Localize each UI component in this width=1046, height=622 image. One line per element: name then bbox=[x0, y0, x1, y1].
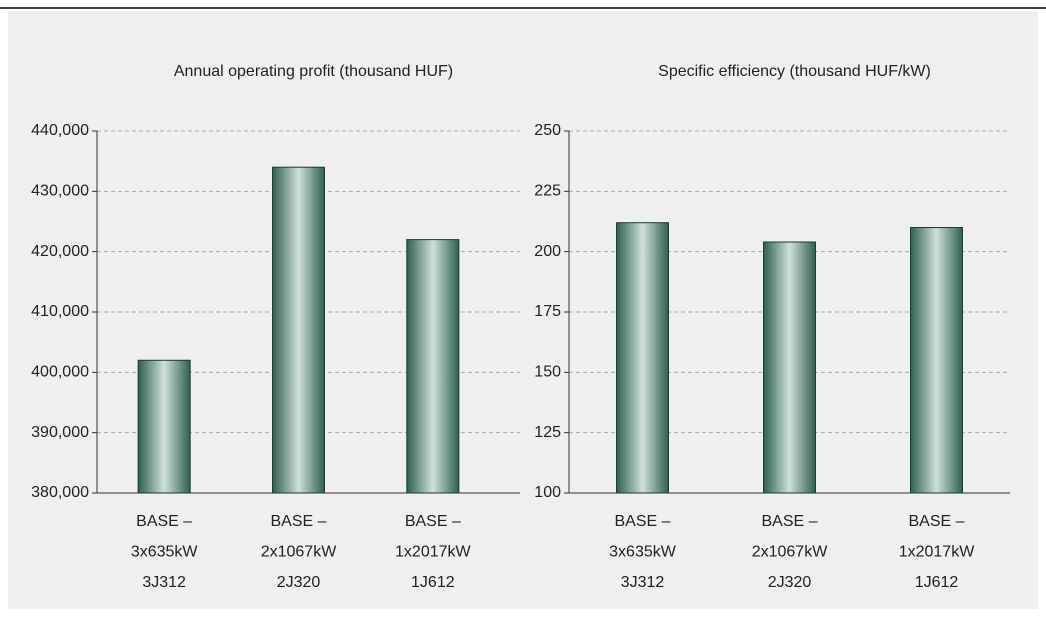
y-tick-label: 250 bbox=[534, 122, 561, 139]
bar bbox=[616, 222, 669, 494]
x-tick-label: 3x635kW bbox=[131, 544, 199, 561]
x-tick-label: 1J612 bbox=[915, 574, 959, 591]
x-tick-label: 3J312 bbox=[621, 574, 665, 591]
chart-title: Annual operating profit (thousand HUF) bbox=[174, 63, 453, 80]
x-tick-label: 3x635kW bbox=[609, 544, 677, 561]
bar bbox=[910, 227, 963, 494]
x-tick-label: 1J612 bbox=[411, 574, 455, 591]
y-tick-label: 420,000 bbox=[31, 243, 89, 260]
y-tick-label: 440,000 bbox=[31, 122, 89, 139]
y-tick-label: 400,000 bbox=[31, 364, 89, 381]
x-tick-label: BASE – bbox=[136, 513, 192, 530]
x-tick-label: 2J320 bbox=[277, 574, 321, 591]
x-tick-label: BASE – bbox=[405, 513, 461, 530]
y-tick-label: 410,000 bbox=[31, 303, 89, 320]
x-tick-label: 2J320 bbox=[768, 574, 812, 591]
y-tick-label: 430,000 bbox=[31, 183, 89, 200]
y-tick-label: 150 bbox=[534, 364, 561, 381]
x-tick-label: 3J312 bbox=[142, 574, 186, 591]
y-tick-label: 175 bbox=[534, 303, 561, 320]
y-tick-label: 200 bbox=[534, 243, 561, 260]
x-tick-label: 1x2017kW bbox=[899, 544, 975, 561]
x-tick-label: 1x2017kW bbox=[395, 544, 471, 561]
bar bbox=[137, 359, 191, 494]
x-tick-label: BASE – bbox=[761, 513, 817, 530]
y-tick-label: 380,000 bbox=[31, 484, 89, 501]
y-tick-label: 125 bbox=[534, 424, 561, 441]
x-tick-label: BASE – bbox=[908, 513, 964, 530]
y-tick-label: 225 bbox=[534, 183, 561, 200]
y-tick-label: 100 bbox=[534, 484, 561, 501]
panel bbox=[8, 11, 1038, 609]
x-tick-label: BASE – bbox=[614, 513, 670, 530]
bar bbox=[763, 241, 816, 494]
bar bbox=[406, 239, 460, 494]
bar bbox=[272, 166, 325, 494]
x-tick-label: 2x1067kW bbox=[261, 544, 337, 561]
y-tick-label: 390,000 bbox=[31, 424, 89, 441]
x-tick-label: BASE – bbox=[270, 513, 326, 530]
chart-title: Specific efficiency (thousand HUF/kW) bbox=[658, 63, 931, 80]
x-tick-label: 2x1067kW bbox=[752, 544, 828, 561]
